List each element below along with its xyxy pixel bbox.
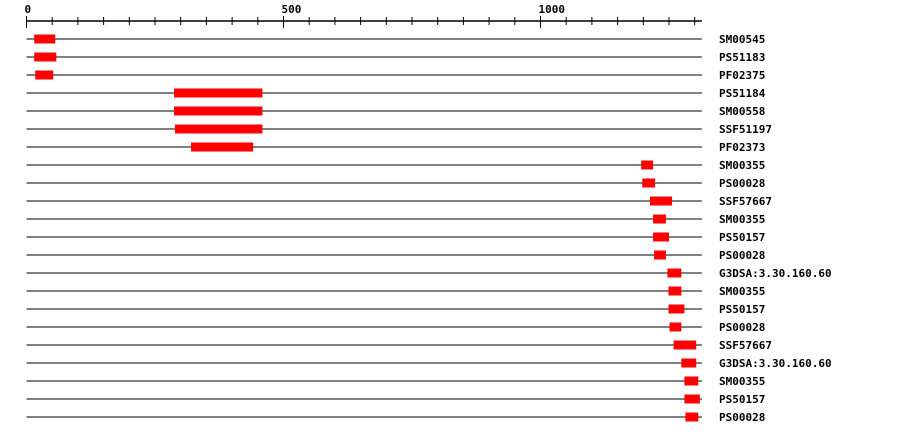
track-label: PS00028 [719,321,765,334]
track-label: SSF57667 [719,195,772,208]
track-label: PS51184 [719,87,766,100]
domain-bar [35,70,54,80]
domain-bar [174,88,263,98]
tick-label: 0 [25,3,32,16]
track-label: SM00355 [719,213,765,226]
tick-label: 500 [282,3,302,16]
domain-bar [653,232,669,242]
domain-bar [667,268,682,278]
domain-bar [175,124,263,134]
track-label: PS51183 [719,51,765,64]
domain-bar [684,394,700,404]
domain-bar [34,34,56,44]
domain-bar [669,322,682,332]
track-label: PS00028 [719,249,765,262]
domain-bar [654,250,666,260]
domain-bar [34,52,57,62]
domain-bar [641,160,654,170]
domain-bar [642,178,656,188]
track-label: SSF51197 [719,123,772,136]
track-label: PS50157 [719,231,765,244]
track-label: PS50157 [719,393,765,406]
track-label: PS00028 [719,177,765,190]
track-label: PF02375 [719,69,765,82]
domain-bar [174,106,263,116]
track-label: PS50157 [719,303,765,316]
domain-bar [668,286,682,296]
track-label: G3DSA:3.30.160.60 [719,357,832,370]
track-label: PF02373 [719,141,765,154]
domain-bar [649,196,673,206]
domain-bar [653,214,666,224]
domain-bar [681,358,697,368]
domain-bar [668,304,685,314]
track-label: SM00355 [719,159,765,172]
domain-bar [684,376,699,386]
track-label: G3DSA:3.30.160.60 [719,267,832,280]
track-label: SM00355 [719,375,765,388]
domain-bar [685,412,699,422]
track-label: PS00028 [719,411,765,424]
track-label: SM00355 [719,285,765,298]
domain-bar [190,142,254,152]
domain-bar [673,340,697,350]
track-label: SM00545 [719,33,765,46]
track-label: SSF57667 [719,339,772,352]
track-label: SM00558 [719,105,765,118]
tick-label: 1000 [539,3,566,16]
